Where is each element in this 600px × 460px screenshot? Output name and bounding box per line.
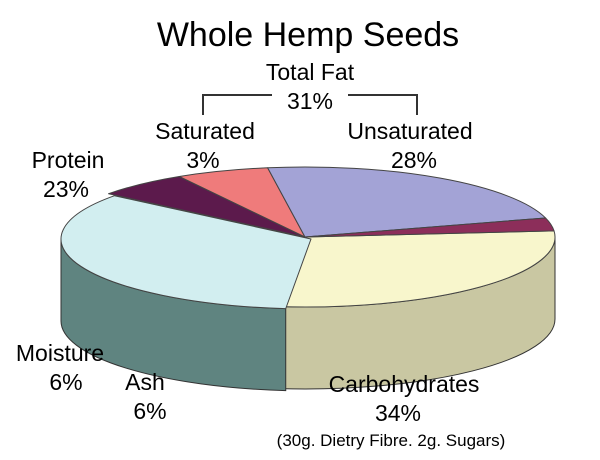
slice-label-ash: Ash xyxy=(125,369,165,395)
slice-value-unsaturated: 28% xyxy=(391,147,437,173)
slice-value-carbohydrates: 34% xyxy=(375,400,421,426)
slice-label-carbohydrates: Carbohydrates xyxy=(329,371,480,397)
slice-value-protein: 23% xyxy=(43,176,89,202)
slice-value-moisture: 6% xyxy=(49,369,82,395)
pie-body xyxy=(60,166,556,392)
slice-label-saturated: Saturated xyxy=(155,118,255,144)
slice-value-ash: 6% xyxy=(133,398,166,424)
slice-label-moisture: Moisture xyxy=(16,340,104,366)
pie-slice-saturated xyxy=(304,217,555,238)
group-value: 31% xyxy=(287,88,333,114)
pie-slice-carbohydrates xyxy=(60,195,312,310)
slice-label-protein: Protein xyxy=(32,147,105,173)
pie-slice-protein xyxy=(267,166,547,238)
group-bracket xyxy=(202,94,418,115)
slice-label-unsaturated: Unsaturated xyxy=(347,118,472,144)
pie-slice-unsaturated xyxy=(279,230,556,308)
slice-value-saturated: 3% xyxy=(186,147,219,173)
chart-title: Whole Hemp Seeds xyxy=(157,16,459,54)
group-label: Total Fat xyxy=(266,59,355,85)
slice-note-carbohydrates: (30g. Dietry Fibre. 2g. Sugars) xyxy=(277,431,506,450)
